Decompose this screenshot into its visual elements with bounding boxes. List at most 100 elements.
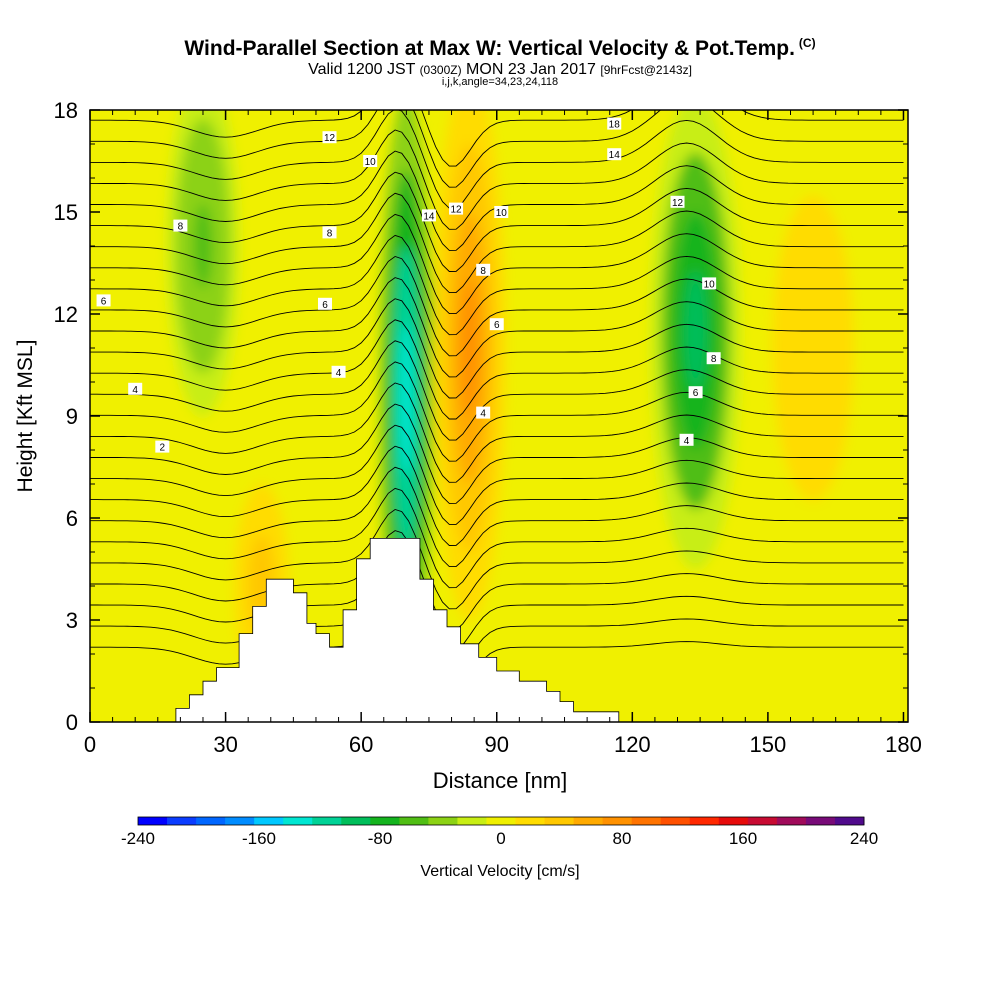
terrain-shape [90,538,908,723]
colorbar-swatch [660,817,691,825]
contour-label: 4 [679,433,694,447]
contour-label: 6 [96,294,111,307]
contour-label: 4 [476,406,491,420]
colorbar-swatch [776,817,807,825]
subtitle-valid: Valid 1200 JST [308,61,416,78]
colorbar-tick-label: 160 [729,829,757,848]
colorbar-tick-label: -80 [368,829,393,848]
x-tick-label: 0 [84,732,96,757]
colorbar-swatch [138,817,168,825]
x-tick-label: 150 [750,732,787,757]
east-updraft-band-1 [799,297,827,399]
colorbar-swatch [602,817,633,825]
colorbar-swatch [457,817,487,825]
contour-label-box [449,202,464,215]
contour-label-text: 2 [160,443,166,454]
contour-label-text: 6 [322,300,328,311]
isentrope-line [90,277,904,378]
isentrope-line [90,445,904,546]
colorbar-swatch [486,817,517,825]
contour-label-box [363,155,378,167]
colorbar-swatch [428,817,458,825]
colorbar-tick-label: 80 [613,829,632,848]
colorbar-tick-label: -240 [121,829,155,848]
colorbar: -240 -160 -80 0 80 160 240 [121,816,878,848]
colorbar-swatch [399,817,429,825]
contour-label-text: 4 [480,409,486,420]
copyright-mark: (C) [798,36,816,50]
colorbar-tick-label: 240 [850,829,878,848]
x-tick-label: 120 [614,732,651,757]
colorbar-tick-label: 0 [496,829,505,848]
east-downdraft-band-1 [684,271,707,391]
contour-label-text: 6 [494,320,500,331]
contour-label: 12 [322,131,337,144]
contour-label-box [494,206,509,218]
contour-label-box [155,440,170,453]
contour-label: 10 [702,277,717,290]
x-tick-label: 90 [484,732,508,757]
y-tick-label: 15 [54,200,78,225]
subtitle-date: MON 23 Jan 2017 [466,61,596,78]
contour-label-box [688,386,703,399]
west-downdraft-band-1 [193,203,213,289]
colorbar-swatch [747,817,778,825]
contour-label-text: 8 [711,354,717,365]
contour-label: 6 [318,297,333,311]
isentrope-line [90,403,904,504]
contour-label-text: 10 [704,279,716,290]
y-tick-label: 0 [66,710,78,735]
contour-label-box [607,148,622,161]
y-tick-label: 12 [54,302,78,327]
contour-label-text: 10 [365,157,377,168]
isentrope-line [90,171,904,272]
x-tick-label: 60 [349,732,373,757]
colorbar-swatch [370,817,400,825]
contour-label-text: 8 [327,228,333,239]
isentrope-line [90,382,904,483]
chart-subtitle-indices: i,j,k,angle=34,23,24,118 [441,76,559,88]
colorbar-swatch [834,817,865,825]
isentrope-line [90,530,904,631]
contour-label: 4 [331,365,346,379]
contour-label: 8 [322,226,337,239]
colorbar-label: Vertical Velocity [cm/s] [420,863,580,880]
contour-label-text: 12 [324,133,336,144]
contour-label-box [421,209,436,222]
contour-label-text: 10 [496,208,508,219]
colorbar-tick-label: -160 [242,829,276,848]
downdraft-band-band-1 [399,322,414,476]
isentrope-line [90,424,904,525]
contour-label-box [318,297,333,310]
contour-label-box [702,277,717,290]
contour-label-box [706,352,721,365]
isentrope-line [90,593,904,694]
y-tick-label: 18 [54,98,78,123]
contour-label-box [322,226,337,239]
y-tick-label: 3 [66,608,78,633]
colorbar-swatch [283,817,313,825]
contour-label: 2 [155,440,170,454]
colorbar-swatch [225,817,255,825]
isentrope-line [90,340,904,441]
contour-label-box [670,195,685,208]
contour-label-text: 6 [693,388,699,399]
contour-label-text: 4 [132,385,138,396]
colorbar-swatch [689,817,720,825]
contour-label-box [489,318,504,331]
contour-label: 10 [494,206,509,219]
contour-label-box [607,117,622,130]
contour-label-text: 4 [336,368,342,379]
contour-label-text: 4 [684,436,690,447]
colorbar-swatch [805,817,836,825]
y-tick-label: 6 [66,506,78,531]
isentrope-line [90,213,904,315]
contour-label-box [322,131,337,144]
contour-label: 8 [706,352,721,365]
contour-label: 4 [128,382,143,396]
chart-subtitle: Valid 1200 JST (0300Z) MON 23 Jan 2017 [… [0,61,1000,79]
contour-label: 8 [173,219,188,233]
colorbar-swatch [631,817,662,825]
colorbar-swatch [544,817,575,825]
isentrope-line [90,298,904,399]
